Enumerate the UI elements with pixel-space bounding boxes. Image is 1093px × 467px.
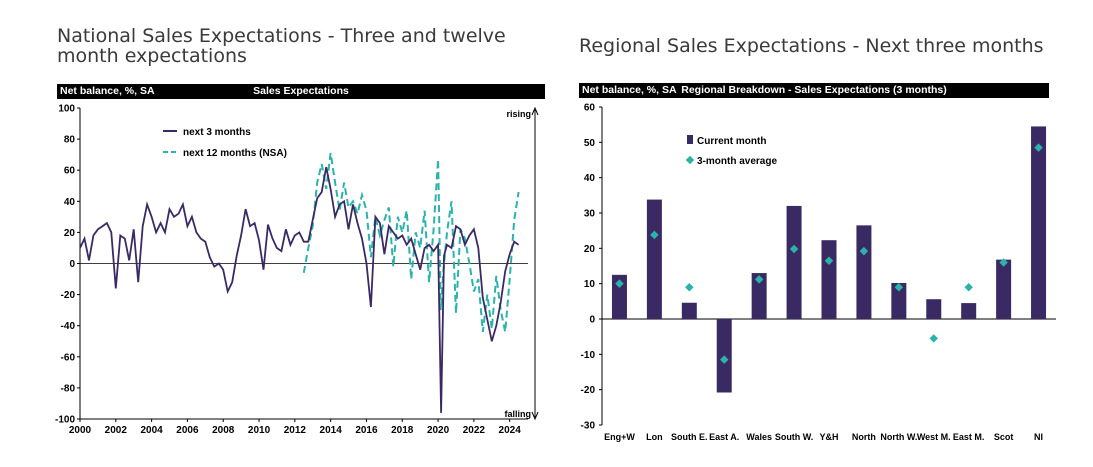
x-tick-label: South W.: [775, 432, 814, 442]
x-tick-label: Lon: [646, 432, 663, 442]
x-tick-label: 2022: [463, 425, 486, 436]
y-tick-label: -20: [581, 385, 596, 396]
marker-Eng+W: [615, 279, 624, 288]
x-tick-label: East M.: [953, 432, 985, 442]
bar-South E.: [681, 302, 697, 319]
right-chart-header: Net balance, %, SA Regional Breakdown - …: [579, 83, 1049, 98]
falling-label: falling: [505, 409, 532, 419]
x-tick-label: 2012: [284, 425, 307, 436]
y-tick-label: 60: [584, 103, 596, 114]
y-tick-label: 60: [64, 166, 76, 177]
x-tick-label: West M.: [917, 432, 951, 442]
x-tick-label: 2000: [69, 425, 92, 436]
left-header-unit: Net balance, %, SA: [60, 85, 155, 97]
y-tick-label: 20: [64, 228, 76, 239]
bar-NI: [1031, 126, 1047, 319]
y-tick-label: 0: [589, 315, 595, 326]
rising-label: rising: [506, 109, 531, 119]
bar-Lon: [646, 199, 662, 319]
y-tick-label: -20: [61, 290, 76, 301]
right-header-title: Regional Breakdown - Sales Expectations …: [681, 84, 947, 96]
x-tick-label: 2010: [248, 425, 271, 436]
series-next-12-months-line: [302, 152, 520, 333]
legend-swatch-current-month: [687, 135, 693, 144]
bar-North W.: [891, 282, 907, 319]
x-tick-label: 2016: [355, 425, 378, 436]
x-tick-label: 2004: [140, 425, 163, 436]
bar-Eng+W: [611, 274, 627, 319]
x-tick-label: 2002: [105, 425, 128, 436]
legend-label-next-12-months: next 12 months (NSA): [183, 148, 287, 159]
x-tick-label: 2008: [212, 425, 235, 436]
y-tick-label: 0: [69, 259, 75, 270]
marker-Scot: [999, 258, 1008, 267]
x-tick-label: NI: [1034, 432, 1043, 442]
left-panel-title: National Sales Expectations - Three and …: [57, 25, 506, 67]
y-tick-label: -40: [61, 321, 76, 332]
bar-Y&H: [821, 240, 837, 319]
bar-West M.: [926, 299, 942, 319]
marker-West M.: [929, 334, 939, 343]
y-tick-label: 30: [584, 209, 596, 220]
y-tick-label: -60: [61, 352, 76, 363]
x-tick-label: 2020: [427, 425, 450, 436]
x-tick-label: Eng+W: [604, 432, 635, 442]
marker-North W.: [894, 282, 904, 292]
x-tick-label: Scot: [994, 432, 1014, 442]
y-tick-label: -100: [55, 415, 75, 426]
x-tick-label: Wales: [746, 432, 772, 442]
right-header-unit: Net balance, %, SA: [582, 84, 677, 96]
right-panel-title: Regional Sales Expectations - Next three…: [579, 35, 1044, 57]
marker-East M.: [964, 282, 973, 292]
x-tick-label: South E.: [671, 432, 708, 442]
left-chart-header: Net balance, %, SA Sales Expectations: [57, 84, 545, 99]
x-tick-label: Y&H: [819, 432, 838, 442]
legend-label-current-month: Current month: [697, 136, 766, 147]
y-tick-label: 100: [58, 104, 75, 115]
x-tick-label: North: [852, 432, 876, 442]
y-tick-label: 10: [584, 279, 596, 290]
series-next-3-months-line: [79, 166, 520, 413]
arrow-up-head: [531, 106, 539, 116]
legend-label-3-month-average: 3-month average: [697, 156, 777, 167]
x-tick-label: East A.: [709, 432, 739, 442]
bar-North: [856, 225, 872, 319]
left-header-title: Sales Expectations: [253, 85, 349, 97]
legend-swatch-3-month-average: [685, 155, 695, 165]
y-tick-label: 40: [584, 173, 596, 184]
y-tick-label: 50: [584, 138, 596, 149]
bar-Scot: [996, 259, 1012, 319]
y-tick-label: 80: [64, 135, 76, 146]
y-tick-label: -80: [61, 383, 76, 394]
x-tick-label: North W.: [880, 432, 917, 442]
bar-South W.: [786, 205, 802, 319]
x-tick-label: 2018: [391, 425, 414, 436]
marker-Wales: [754, 275, 764, 284]
x-tick-label: 2024: [499, 425, 522, 436]
marker-South E.: [685, 282, 694, 292]
legend-label-next-3-months: next 3 months: [183, 127, 251, 138]
x-tick-label: 2006: [176, 425, 199, 436]
bar-Wales: [751, 273, 767, 319]
y-tick-label: -30: [581, 421, 596, 432]
y-tick-label: 20: [584, 244, 596, 255]
bar-East M.: [961, 303, 977, 319]
arrow-down-head: [531, 411, 539, 421]
marker-East A.: [719, 355, 729, 364]
y-tick-label: 40: [64, 197, 76, 208]
x-tick-label: 2014: [320, 425, 343, 436]
marker-Y&H: [824, 256, 834, 265]
y-tick-label: -10: [581, 350, 596, 361]
